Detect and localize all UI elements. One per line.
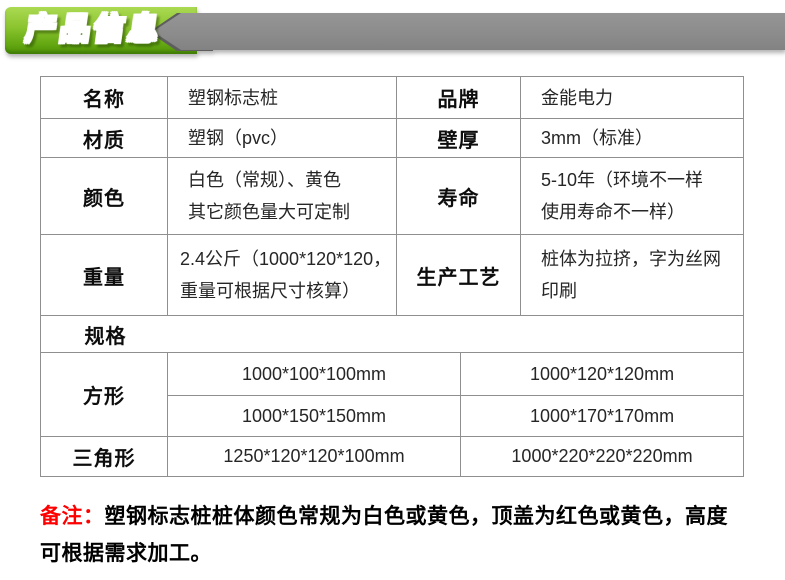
- product-info-banner: 产品信息: [0, 0, 785, 62]
- banner-gray-bar: [153, 13, 785, 50]
- label-lifespan: 寿命: [396, 157, 521, 235]
- value-weight: 2.4公斤（1000*120*120， 重量可根据尺寸核算）: [167, 234, 397, 316]
- label-material: 材质: [40, 118, 168, 158]
- info-table: 名称 塑钢标志桩 品牌 金能电力 材质 塑钢（pvc） 壁厚 3mm（标准） 颜…: [40, 76, 744, 316]
- spec-row-square-2: 1000*150*150mm 1000*170*170mm: [41, 395, 745, 437]
- value-wall-thickness: 3mm（标准）: [520, 118, 744, 158]
- spec-value: 1250*120*120*100mm: [167, 436, 461, 477]
- product-info-table: 名称 塑钢标志桩 品牌 金能电力 材质 塑钢（pvc） 壁厚 3mm（标准） 颜…: [39, 76, 745, 477]
- table-row: 重量 2.4公斤（1000*120*120， 重量可根据尺寸核算） 生产工艺 桩…: [40, 234, 744, 316]
- spec-row-triangle: 三角形 1250*120*120*100mm 1000*220*220*220m…: [40, 436, 745, 477]
- value-name: 塑钢标志桩: [167, 76, 397, 119]
- label-triangle: 三角形: [40, 436, 168, 477]
- remark-text: 塑钢标志桩桩体颜色常规为白色或黄色，顶盖为红色或黄色，高度可根据需求加工。: [40, 505, 728, 565]
- value-process: 桩体为拉挤，字为丝网 印刷: [520, 234, 744, 316]
- spec-title-cell: 规格: [39, 315, 745, 353]
- spec-title: 规格: [84, 325, 127, 348]
- remark-prefix: 备注：: [40, 505, 105, 528]
- label-process: 生产工艺: [396, 234, 521, 316]
- spec-value: 1000*120*120mm: [459, 352, 745, 396]
- label-color: 颜色: [40, 157, 168, 235]
- value-brand: 金能电力: [520, 76, 744, 119]
- label-square: 方形: [40, 352, 168, 437]
- spec-value: 1000*170*170mm: [459, 395, 745, 437]
- label-name: 名称: [40, 76, 168, 119]
- value-color: 白色（常规）、黄色 其它颜色量大可定制: [167, 157, 397, 235]
- table-row: 名称 塑钢标志桩 品牌 金能电力: [40, 76, 744, 119]
- spec-value: 1000*150*150mm: [167, 395, 461, 437]
- table-row: 材质 塑钢（pvc） 壁厚 3mm（标准）: [40, 118, 744, 158]
- remark-note: 备注：塑钢标志桩桩体颜色常规为白色或黄色，顶盖为红色或黄色，高度可根据需求加工。: [40, 498, 748, 572]
- label-wall-thickness: 壁厚: [396, 118, 521, 158]
- banner-title: 产品信息: [23, 12, 166, 47]
- spec-header-row: 规格: [39, 315, 745, 353]
- spec-value: 1000*220*220*220mm: [459, 436, 745, 477]
- label-brand: 品牌: [396, 76, 521, 119]
- spec-value: 1000*100*100mm: [167, 352, 461, 396]
- spec-row-square-1: 方形 1000*100*100mm 1000*120*120mm: [40, 352, 745, 437]
- spec-table: 规格 方形 1000*100*100mm 1000*120*120mm 1000…: [39, 315, 745, 477]
- value-lifespan: 5-10年（环境不一样 使用寿命不一样）: [520, 157, 744, 235]
- label-weight: 重量: [40, 234, 168, 316]
- value-material: 塑钢（pvc）: [167, 118, 397, 158]
- table-row: 颜色 白色（常规）、黄色 其它颜色量大可定制 寿命 5-10年（环境不一样 使用…: [40, 157, 744, 235]
